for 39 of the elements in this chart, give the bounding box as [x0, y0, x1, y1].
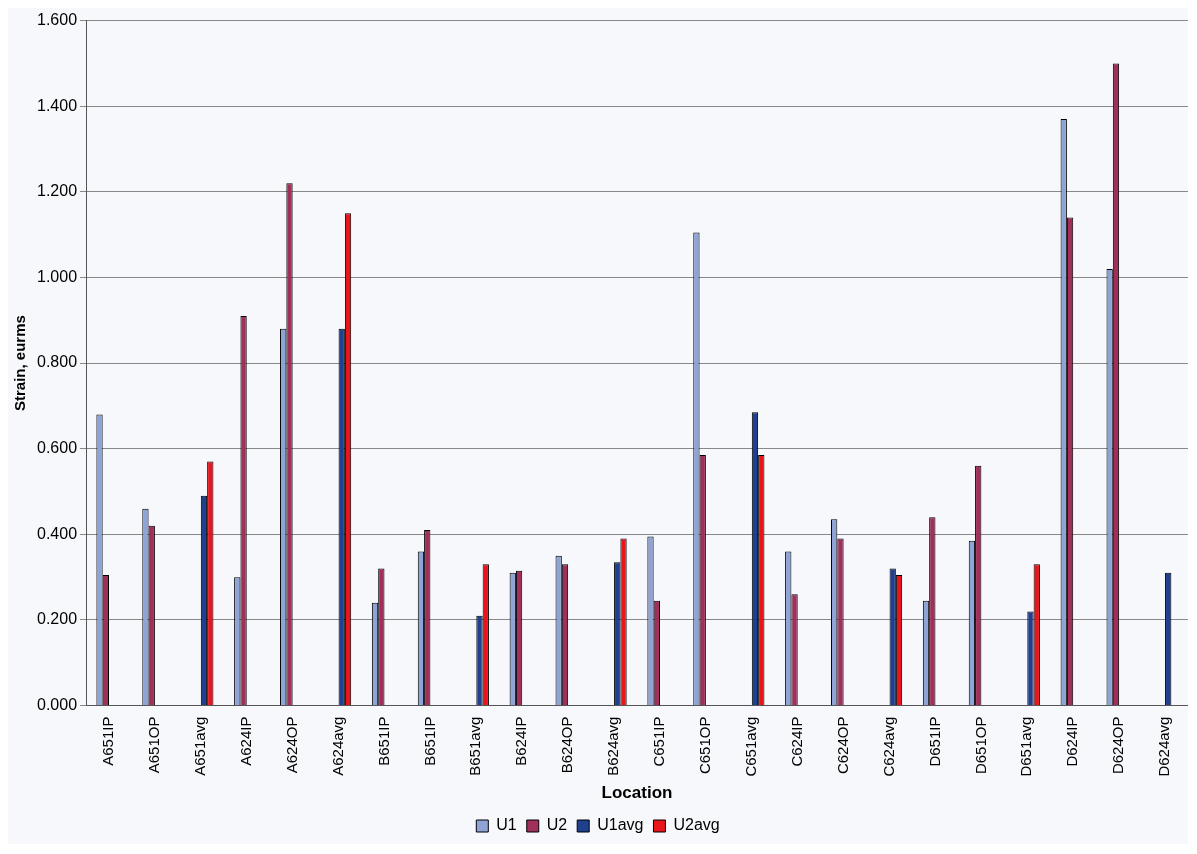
x-tick-label: C624IP [787, 716, 805, 767]
y-tick-label: 0.000 [36, 695, 78, 713]
x-tick-label: A624IP [236, 716, 254, 766]
x-tick-label: D624OP [1109, 716, 1127, 775]
x-tick-label: B651avg [466, 716, 484, 776]
x-tick-label: A624avg [328, 716, 346, 776]
legend-label: U1avg [597, 816, 644, 834]
x-tick-label: A651avg [190, 716, 208, 776]
legend-label: U2 [546, 816, 568, 834]
x-tick-label: C651OP [696, 716, 714, 775]
x-tick-label: A651IP [99, 716, 117, 766]
x-tick-label: B624OP [558, 716, 576, 774]
x-tick-label: C651avg [741, 716, 759, 777]
x-tick-label: D651avg [1017, 716, 1035, 777]
x-tick-label: A651OP [145, 716, 163, 774]
x-tick-label: D624IP [1063, 716, 1081, 767]
y-tick-label: 0.800 [36, 353, 78, 371]
x-tick-label: B651IP [420, 716, 438, 766]
y-tick-label: 0.200 [36, 610, 78, 628]
x-axis-title: Location [601, 783, 673, 803]
x-tick-label: C624avg [879, 716, 897, 777]
x-tick-label: D651OP [971, 716, 989, 775]
x-tick-label: D624avg [1155, 716, 1173, 777]
x-tick-label: C624OP [833, 716, 851, 775]
legend-label: U2avg [673, 816, 720, 834]
legend-label: U1 [496, 816, 517, 834]
x-tick-label: C651IP [650, 716, 668, 767]
x-tick-label: A624OP [282, 716, 300, 774]
y-axis-title: Strain, eurms [11, 315, 29, 412]
y-tick-label: 1.600 [36, 11, 78, 29]
y-tick-label: 1.400 [36, 96, 78, 114]
y-tick-label: 1.200 [36, 182, 78, 200]
y-tick-label: 0.400 [36, 524, 78, 542]
x-tick-label: B651IP [374, 716, 392, 766]
y-tick-label: 1.000 [36, 267, 78, 285]
x-tick-label: B624avg [604, 716, 622, 776]
y-tick-label: 0.600 [36, 439, 78, 457]
x-tick-label: B624IP [512, 716, 530, 766]
x-tick-label: D651IP [925, 716, 943, 767]
